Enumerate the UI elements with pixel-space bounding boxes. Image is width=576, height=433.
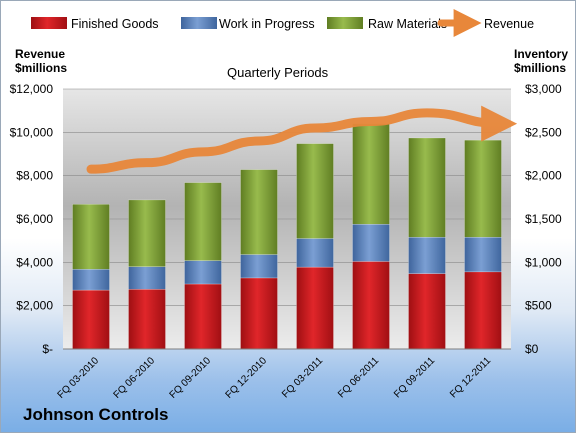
right-tick-label: $2,500 xyxy=(525,125,562,139)
bar-raw-materials xyxy=(184,182,222,261)
right-tick-label: $500 xyxy=(525,299,552,313)
left-tick-label: $10,000 xyxy=(10,125,54,139)
bar-raw-materials xyxy=(296,143,334,239)
bar-work-in-progress xyxy=(184,260,222,285)
bar-finished-goods xyxy=(72,289,110,350)
bar-raw-materials xyxy=(72,204,110,270)
x-tick-label: FQ 06-2010 xyxy=(112,355,158,401)
right-tick-label: $2,000 xyxy=(525,169,562,183)
bar-raw-materials xyxy=(408,137,446,238)
bar-work-in-progress xyxy=(296,238,334,268)
legend-work-in-progress: Work in Progress xyxy=(219,17,315,31)
left-tick-label: $8,000 xyxy=(16,169,53,183)
left-tick-label: $6,000 xyxy=(16,212,53,226)
right-axis-title-2: $millions xyxy=(514,61,567,75)
left-tick-label: $2,000 xyxy=(16,299,53,313)
left-axis-title-2: $millions xyxy=(15,61,68,75)
legend-swatch xyxy=(327,17,363,29)
bar-raw-materials xyxy=(464,139,502,238)
legend-finished-goods: Finished Goods xyxy=(71,17,159,31)
bar-work-in-progress xyxy=(128,266,166,290)
bar-finished-goods xyxy=(240,277,278,350)
left-tick-label: $12,000 xyxy=(10,82,54,96)
x-tick-label: FQ 12-2010 xyxy=(224,355,270,401)
right-tick-label: $1,500 xyxy=(525,212,562,226)
left-tick-label: $- xyxy=(42,342,53,356)
legend-swatch xyxy=(181,17,217,29)
x-tick-label: FQ 03-2010 xyxy=(56,355,102,401)
x-tick-label: FQ 06-2011 xyxy=(336,355,381,400)
legend: Finished Goods Work in Progress Raw Mate… xyxy=(1,1,575,31)
bar-work-in-progress xyxy=(464,236,502,273)
right-tick-label: $1,000 xyxy=(525,255,562,269)
left-axis-title-1: Revenue xyxy=(15,47,66,61)
legend-revenue: Revenue xyxy=(484,17,535,31)
left-tick-label: $4,000 xyxy=(16,255,53,269)
revenue-line xyxy=(86,105,518,174)
right-axis-title-1: Inventory xyxy=(514,47,569,61)
legend-swatch xyxy=(31,17,67,29)
bar-finished-goods xyxy=(352,261,390,350)
x-tick-label: FQ 09-2011 xyxy=(392,355,437,400)
bar-work-in-progress xyxy=(72,269,110,291)
bar-finished-goods xyxy=(464,271,502,350)
bar-work-in-progress xyxy=(408,236,446,274)
right-tick-label: $0 xyxy=(525,342,539,356)
bar-work-in-progress xyxy=(352,223,390,262)
right-tick-label: $3,000 xyxy=(525,82,562,96)
bar-finished-goods xyxy=(296,266,334,350)
bar-finished-goods xyxy=(184,283,222,350)
legend-raw-materials: Raw Materials xyxy=(368,17,448,31)
bar-raw-materials xyxy=(128,199,166,267)
bar-raw-materials xyxy=(240,169,278,255)
chart-subtitle: Quarterly Periods xyxy=(227,65,329,80)
x-tick-label: FQ 12-2011 xyxy=(448,355,493,400)
x-tick-label: FQ 09-2010 xyxy=(168,355,214,401)
brand-title: Johnson Controls xyxy=(23,405,169,424)
bar-finished-goods xyxy=(408,273,446,350)
bar-work-in-progress xyxy=(240,254,278,279)
x-tick-label: FQ 03-2011 xyxy=(280,355,325,400)
bar-finished-goods xyxy=(128,289,166,350)
bar-raw-materials xyxy=(352,123,390,225)
